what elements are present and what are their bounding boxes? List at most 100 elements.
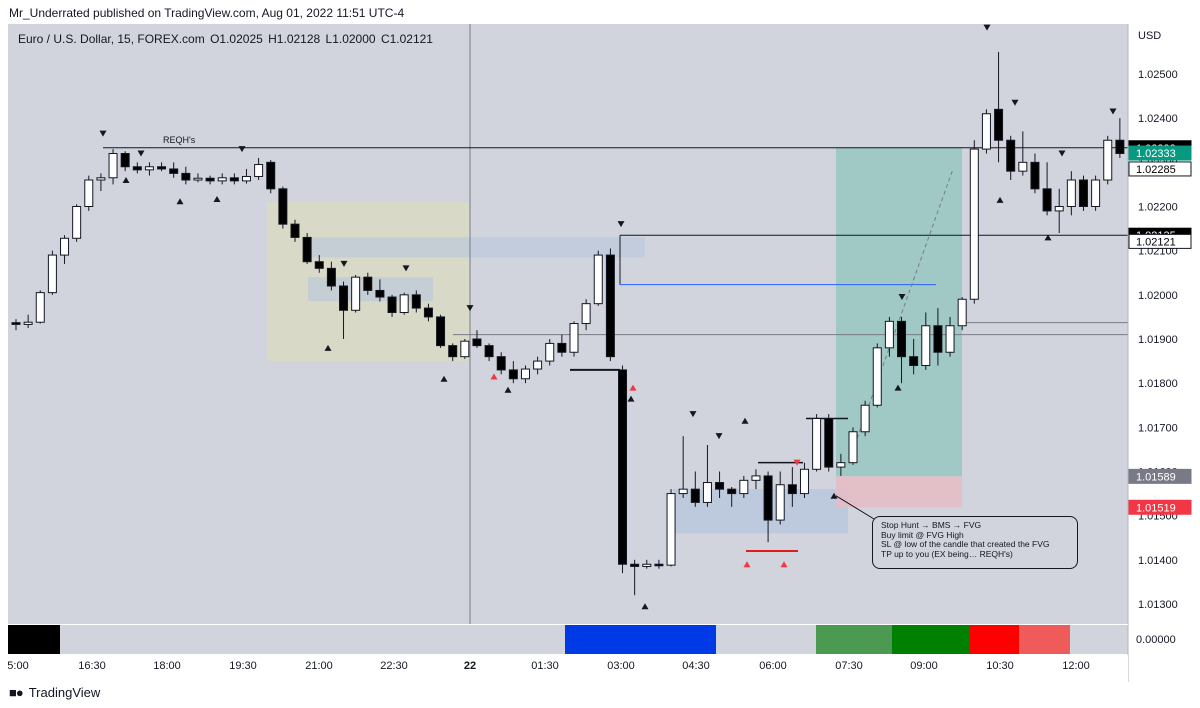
- symbol-name: Euro / U.S. Dollar, 15, FOREX.com: [18, 32, 205, 46]
- candle-body: [909, 356, 919, 366]
- candle-body: [884, 320, 894, 349]
- x-tick-label: 12:00: [1062, 660, 1090, 672]
- x-tick-label: 16:30: [78, 660, 106, 672]
- fractal-down-icon: [99, 130, 107, 137]
- fractal-down-icon: [898, 294, 906, 301]
- candle-body: [957, 298, 967, 327]
- price-badge-label: 1.01589: [1136, 471, 1176, 483]
- chart-frame[interactable]: Euro / U.S. Dollar, 15, FOREX.com O1.020…: [8, 24, 1192, 682]
- trade-note: Stop Hunt → BMS → FVG Buy limit @ FVG Hi…: [872, 516, 1078, 569]
- fractal-down-icon: [466, 305, 474, 312]
- red-down-icon: [793, 459, 801, 466]
- candle-body: [108, 153, 118, 179]
- indicator-segment: [565, 625, 716, 654]
- note-line-1: Stop Hunt → BMS → FVG: [881, 520, 982, 530]
- candle-body: [666, 493, 676, 566]
- footer: ■● TradingView: [9, 685, 100, 700]
- candle-body: [144, 166, 154, 171]
- candle-body: [824, 418, 834, 468]
- candle-body: [375, 289, 385, 298]
- candle-body: [836, 462, 846, 468]
- candle-body: [969, 148, 979, 300]
- candle-body: [775, 484, 785, 521]
- y-tick-label: 1.01400: [1138, 555, 1178, 567]
- candle-body: [496, 356, 506, 371]
- candle-body: [799, 468, 809, 495]
- fractal-down-icon: [715, 433, 723, 440]
- candle-body: [751, 475, 761, 481]
- candle-body: [702, 482, 712, 503]
- candle-body: [84, 179, 94, 207]
- fractal-up-icon: [440, 375, 448, 382]
- candle-body: [314, 261, 324, 269]
- fractal-up-icon: [213, 195, 221, 202]
- indicator-segment: [892, 625, 969, 654]
- x-tick-label: 22: [464, 660, 476, 672]
- candle-body: [254, 164, 264, 177]
- reqh-label: REQH's: [163, 135, 196, 145]
- fractal-up-icon: [830, 492, 838, 499]
- candle-body: [484, 345, 494, 358]
- candle-body: [351, 276, 361, 311]
- candle-body: [423, 307, 433, 318]
- price-badge-label: 1.02285: [1136, 164, 1176, 176]
- symbol-legend: Euro / U.S. Dollar, 15, FOREX.com O1.020…: [18, 32, 435, 46]
- time-axis-bg: [8, 655, 1128, 682]
- candle-body: [169, 168, 179, 174]
- candle-body: [1018, 161, 1028, 172]
- legend-low: L1.02000: [325, 32, 376, 46]
- candle-body: [848, 431, 858, 464]
- chart-svg[interactable]: REQH'sUSD1.025001.024001.023001.022001.0…: [8, 24, 1192, 682]
- candle-body: [132, 166, 142, 171]
- candle-body: [678, 488, 688, 495]
- candle-body: [787, 484, 797, 495]
- x-tick-label: 10:30: [986, 660, 1014, 672]
- candle-body: [569, 323, 579, 353]
- x-tick-label: 18:00: [153, 660, 181, 672]
- y-tick-label: 1.01500: [1138, 511, 1178, 523]
- candle-body: [1078, 179, 1088, 207]
- fractal-down-icon: [1109, 108, 1117, 115]
- indicator-segment: [1019, 625, 1070, 654]
- price-badge: [1128, 233, 1192, 249]
- price-badge: [1128, 161, 1192, 177]
- legend-close: C1.02121: [380, 32, 433, 46]
- fractal-up-icon: [641, 603, 649, 610]
- candle-body: [266, 161, 276, 190]
- fractal-down-icon: [689, 411, 697, 418]
- x-tick-label: 19:30: [229, 660, 257, 672]
- candle-body: [217, 177, 227, 182]
- x-tick-label: 07:30: [835, 660, 863, 672]
- fractal-down-icon: [1058, 150, 1066, 157]
- candle-body: [157, 166, 167, 170]
- candle-body: [763, 475, 773, 521]
- candle-body: [1006, 139, 1016, 172]
- footer-brand: TradingView: [28, 685, 101, 700]
- candle-body: [290, 223, 300, 238]
- fractal-up-icon: [122, 177, 130, 183]
- price-badge: [1128, 145, 1192, 161]
- candle-body: [1042, 188, 1052, 212]
- note-pointer-line: [835, 495, 875, 520]
- legend-high: H1.02128: [268, 32, 321, 46]
- note-line-4: TP up to you (EX being… REQH's): [881, 548, 1013, 559]
- candle-body: [460, 340, 470, 358]
- fractal-down-icon: [617, 221, 625, 228]
- fractal-down-icon: [137, 150, 145, 157]
- note-line-3: SL @ low of the candle that created the …: [881, 539, 1050, 550]
- x-tick-label: 22:30: [380, 660, 408, 672]
- candle-body: [605, 254, 615, 358]
- candle-body: [96, 177, 106, 181]
- red-up-icon: [780, 561, 788, 568]
- candle-body: [399, 294, 409, 314]
- candle-body: [860, 404, 870, 433]
- fractal-up-icon: [324, 344, 332, 351]
- indicator-segment: [969, 625, 1019, 654]
- candle-body: [994, 108, 1004, 141]
- x-tick-label: 5:00: [8, 660, 29, 672]
- x-tick-label: 03:00: [607, 660, 635, 672]
- candle-body: [193, 177, 203, 181]
- candle-body: [411, 294, 421, 309]
- y-tick-label: 1.01700: [1138, 422, 1178, 434]
- candle-body: [520, 368, 530, 380]
